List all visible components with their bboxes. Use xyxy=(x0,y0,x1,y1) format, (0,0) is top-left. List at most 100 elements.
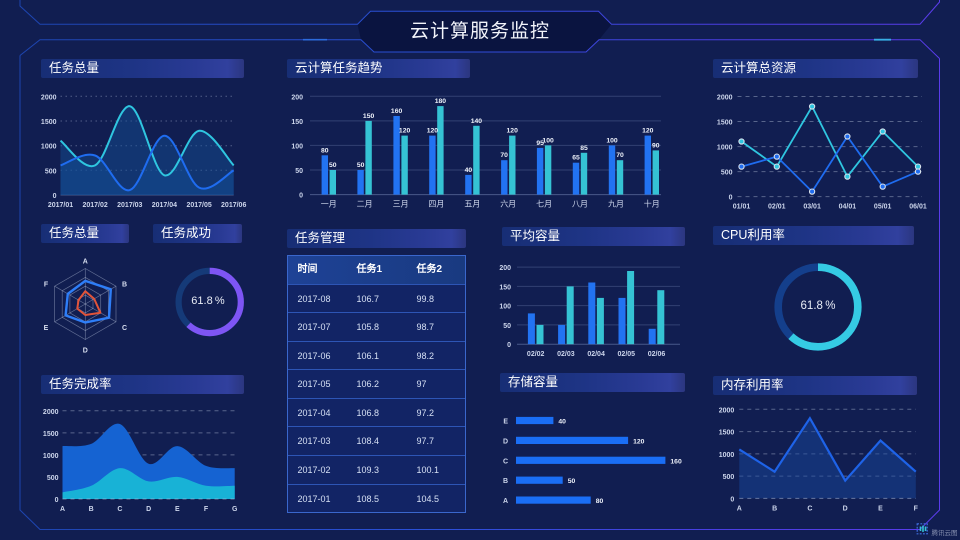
svg-text:80: 80 xyxy=(321,147,329,154)
svg-text:五月: 五月 xyxy=(464,200,480,209)
svg-text:50: 50 xyxy=(568,478,576,485)
svg-text:0: 0 xyxy=(299,193,303,200)
svg-text:02/02: 02/02 xyxy=(527,351,545,358)
svg-text:2017/04: 2017/04 xyxy=(152,202,177,209)
svg-text:65: 65 xyxy=(572,155,580,162)
svg-text:06/01: 06/01 xyxy=(909,204,927,211)
svg-text:1500: 1500 xyxy=(41,119,57,126)
svg-text:120: 120 xyxy=(427,128,439,135)
svg-text:40: 40 xyxy=(558,419,566,426)
svg-text:2000: 2000 xyxy=(41,94,57,101)
svg-text:E: E xyxy=(44,325,49,332)
svg-text:九月: 九月 xyxy=(608,200,624,209)
svg-text:E: E xyxy=(175,506,180,513)
svg-text:120: 120 xyxy=(507,128,519,135)
svg-text:100: 100 xyxy=(291,143,303,150)
svg-text:05/01: 05/01 xyxy=(874,204,892,211)
svg-text:0: 0 xyxy=(730,496,734,503)
svg-text:A: A xyxy=(737,505,742,512)
svg-text:500: 500 xyxy=(45,168,57,175)
svg-text:六月: 六月 xyxy=(500,199,516,209)
svg-text:02/01: 02/01 xyxy=(768,204,786,211)
svg-text:02/03: 02/03 xyxy=(557,351,575,358)
svg-text:160: 160 xyxy=(670,458,682,465)
svg-text:500: 500 xyxy=(47,475,59,482)
svg-text:C: C xyxy=(122,325,127,332)
svg-text:50: 50 xyxy=(357,162,365,169)
svg-text:1500: 1500 xyxy=(719,430,735,437)
svg-text:80: 80 xyxy=(596,498,604,505)
svg-text:F: F xyxy=(44,282,49,289)
svg-text:一月: 一月 xyxy=(321,200,337,209)
svg-text:B: B xyxy=(772,505,777,512)
svg-text:50: 50 xyxy=(503,323,511,330)
svg-text:A: A xyxy=(83,259,88,266)
svg-text:D: D xyxy=(83,348,88,355)
svg-text:150: 150 xyxy=(363,113,375,120)
svg-text:85: 85 xyxy=(580,145,588,152)
svg-text:02/04: 02/04 xyxy=(587,351,605,358)
svg-text:八月: 八月 xyxy=(572,200,588,209)
svg-text:03/01: 03/01 xyxy=(803,204,821,211)
svg-text:D: D xyxy=(503,438,508,445)
svg-text:F: F xyxy=(914,505,919,512)
svg-text:A: A xyxy=(503,498,508,505)
svg-text:180: 180 xyxy=(435,98,447,105)
svg-text:2000: 2000 xyxy=(717,95,733,102)
svg-text:1500: 1500 xyxy=(717,120,733,127)
svg-text:50: 50 xyxy=(329,162,337,169)
svg-text:90: 90 xyxy=(652,142,660,149)
svg-text:0: 0 xyxy=(55,497,59,504)
svg-text:100: 100 xyxy=(606,137,618,144)
svg-text:2017/02: 2017/02 xyxy=(82,202,107,209)
svg-text:02/06: 02/06 xyxy=(648,351,666,358)
svg-text:B: B xyxy=(503,478,508,485)
svg-text:500: 500 xyxy=(723,474,735,481)
svg-text:04/01: 04/01 xyxy=(839,204,857,211)
svg-text:1000: 1000 xyxy=(719,452,735,459)
svg-text:B: B xyxy=(122,282,127,289)
svg-text:B: B xyxy=(89,506,94,513)
svg-text:七月: 七月 xyxy=(536,200,552,209)
svg-text:2017/06: 2017/06 xyxy=(221,202,246,209)
svg-text:C: C xyxy=(807,505,812,512)
svg-text:1000: 1000 xyxy=(43,453,59,460)
svg-text:01/01: 01/01 xyxy=(733,204,751,211)
svg-text:C: C xyxy=(503,458,508,465)
svg-text:100: 100 xyxy=(542,137,554,144)
svg-text:2000: 2000 xyxy=(43,409,59,416)
svg-text:G: G xyxy=(232,506,238,513)
svg-text:A: A xyxy=(60,506,65,513)
svg-text:0: 0 xyxy=(53,193,57,200)
svg-text:二月: 二月 xyxy=(357,200,373,209)
svg-text:100: 100 xyxy=(499,304,511,311)
svg-text:E: E xyxy=(878,505,883,512)
svg-text:70: 70 xyxy=(500,152,508,159)
svg-text:四月: 四月 xyxy=(428,200,444,209)
svg-text:150: 150 xyxy=(499,284,511,291)
svg-text:三月: 三月 xyxy=(393,200,409,209)
svg-text:2017/01: 2017/01 xyxy=(48,202,73,209)
svg-text:95: 95 xyxy=(536,140,544,147)
svg-text:120: 120 xyxy=(642,128,654,135)
svg-text:50: 50 xyxy=(295,168,303,175)
svg-text:40: 40 xyxy=(465,167,473,174)
svg-text:0: 0 xyxy=(729,195,733,202)
svg-text:140: 140 xyxy=(471,118,483,125)
svg-text:1000: 1000 xyxy=(41,144,57,151)
svg-text:2017/03: 2017/03 xyxy=(117,202,142,209)
svg-text:500: 500 xyxy=(721,170,733,177)
svg-text:1000: 1000 xyxy=(717,145,733,152)
svg-text:D: D xyxy=(843,505,848,512)
svg-text:150: 150 xyxy=(291,119,303,126)
svg-text:120: 120 xyxy=(633,438,645,445)
svg-text:1500: 1500 xyxy=(43,431,59,438)
svg-text:2017/05: 2017/05 xyxy=(186,202,211,209)
svg-text:160: 160 xyxy=(391,108,403,115)
svg-text:十月: 十月 xyxy=(644,199,660,209)
svg-text:120: 120 xyxy=(399,128,411,135)
svg-text:F: F xyxy=(204,506,209,513)
svg-text:200: 200 xyxy=(499,265,511,272)
svg-text:70: 70 xyxy=(616,152,624,159)
svg-text:D: D xyxy=(146,506,151,513)
